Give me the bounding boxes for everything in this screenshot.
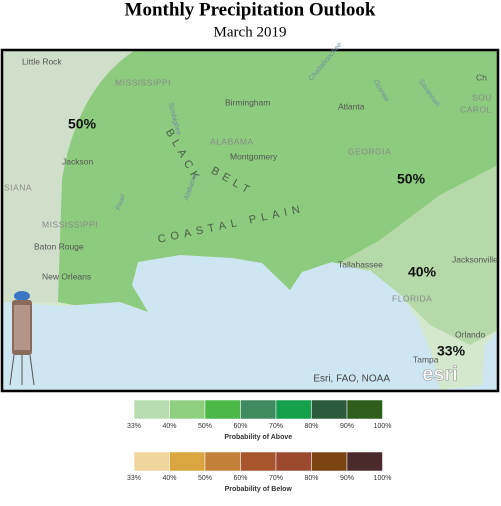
legend-label: 33%	[127, 423, 141, 430]
state-label: SIANA	[4, 182, 32, 192]
place-label: Jackson	[62, 156, 93, 166]
legend-label: 40%	[162, 475, 176, 482]
place-label: Tampa	[413, 354, 439, 364]
contour-label: 40%	[408, 264, 437, 280]
place-label: Ch	[476, 72, 487, 82]
state-label: ALABAMA	[210, 136, 254, 146]
state-label: CAROL	[460, 104, 492, 114]
legend-swatch	[346, 399, 383, 420]
legend-label: 90%	[340, 475, 354, 482]
legend-label: 70%	[269, 475, 283, 482]
legend-label: 80%	[304, 423, 318, 430]
place-label: Montgomery	[230, 151, 278, 161]
subtitle: March 2019	[214, 24, 287, 40]
legend-swatch	[133, 399, 170, 420]
place-label: Tallahassee	[338, 259, 383, 269]
attribution: Esri, FAO, NOAA	[313, 374, 390, 385]
map-frame	[0, 48, 500, 393]
legend-swatch	[346, 451, 383, 472]
legends: 33% 40% 50% 60% 70% 80% 90% 100% Probability of …	[127, 399, 392, 493]
state-label: MISSISSIPPI	[115, 77, 171, 87]
legend-swatch	[169, 399, 206, 420]
legend-swatch	[169, 451, 206, 472]
place-label: Baton Rouge	[34, 241, 84, 251]
legend-label: 50%	[198, 475, 212, 482]
legend-label: 60%	[233, 475, 247, 482]
logo: esri	[422, 363, 458, 385]
legend-swatch	[204, 451, 241, 472]
zone-edge	[2, 50, 135, 302]
contour-label: 50%	[68, 116, 97, 132]
legend-label: 60%	[233, 423, 247, 430]
title: Monthly Precipitation Outlook	[125, 0, 376, 20]
legend-title: Probability of Above	[224, 434, 292, 441]
state-label: GEORGIA	[348, 146, 391, 156]
legend-label: 90%	[340, 423, 354, 430]
legend-swatch	[133, 451, 170, 472]
map: Little Rock MISSISSIPPI Birmingham Atlan…	[0, 42, 500, 393]
legend-label: 40%	[162, 423, 176, 430]
place-label: Orlando	[455, 329, 486, 339]
place-label: Birmingham	[225, 97, 270, 107]
legend-label: 70%	[269, 423, 283, 430]
legend-title: Probability of Below	[225, 486, 293, 493]
legend-label: 33%	[127, 475, 141, 482]
legend-swatch	[311, 399, 348, 420]
legend-swatch	[275, 451, 312, 472]
legend-swatch	[311, 451, 348, 472]
place-label: Jacksonville	[452, 254, 498, 264]
zone-50	[58, 50, 498, 320]
place-label: Little Rock	[22, 56, 62, 66]
state-label: MISSISSIPPI	[42, 219, 98, 229]
legend-label: 50%	[198, 423, 212, 430]
legend-label: 100%	[374, 423, 392, 430]
legend-swatch	[275, 399, 312, 420]
state-label: SOU	[472, 92, 492, 102]
state-label: FLORIDA	[392, 293, 432, 303]
legend-label: 80%	[304, 475, 318, 482]
place-label: Atlanta	[338, 101, 365, 111]
legend-label: 100%	[374, 475, 392, 482]
rain-gauge-icon	[9, 291, 35, 386]
contour-label: 33%	[437, 343, 466, 359]
legend-swatch	[240, 451, 277, 472]
legend-swatch	[240, 399, 277, 420]
zone-40	[290, 165, 498, 345]
contour-label: 50%	[397, 171, 426, 187]
place-label: New Orleans	[42, 271, 91, 281]
legend-swatch	[204, 399, 241, 420]
